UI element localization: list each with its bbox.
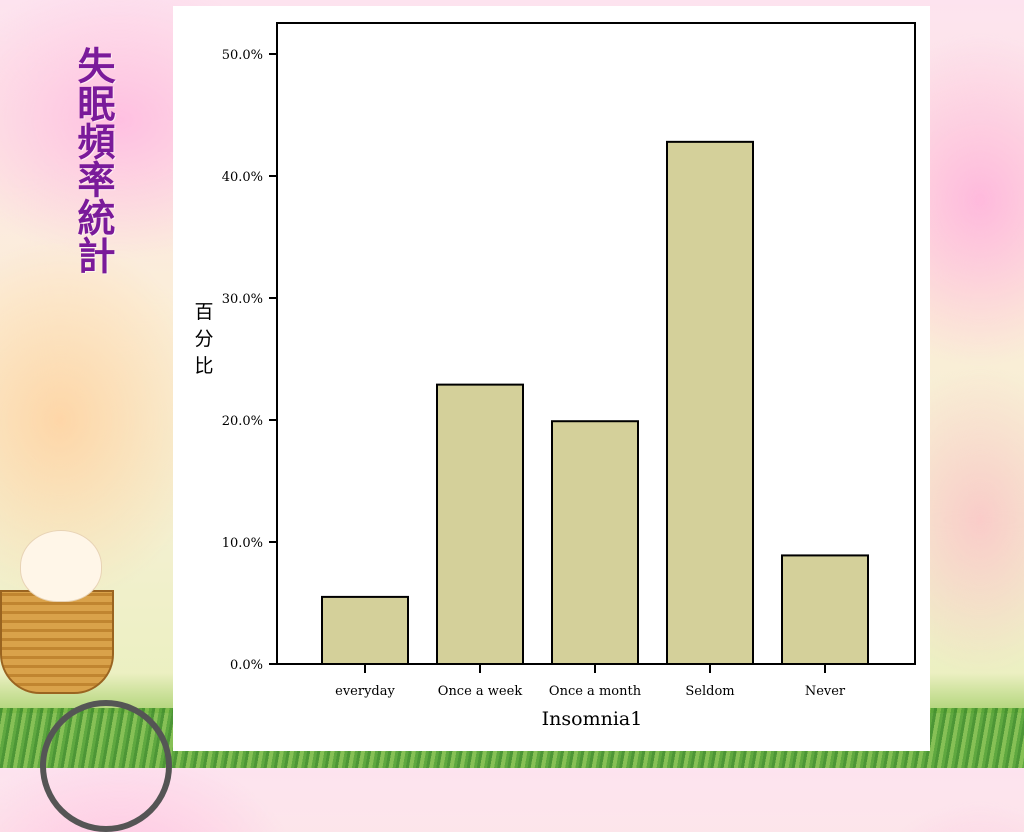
bar-seldom	[666, 140, 754, 665]
bar-never	[781, 554, 869, 665]
bear-decoration	[20, 530, 102, 602]
bar-everyday	[321, 595, 409, 666]
basket-decoration	[0, 590, 114, 694]
y-tick-label: 50.0%	[222, 48, 263, 63]
bar-chart: 0.0% 10.0% 20.0% 30.0% 40.0% 50.0% everyday On…	[194, 22, 916, 730]
y-tick-label: 20.0%	[222, 414, 263, 429]
x-axis-label: Insomnia1	[542, 708, 643, 730]
y-tick-label: 30.0%	[222, 292, 263, 307]
x-tick-label: everyday	[335, 684, 395, 699]
y-axis-label: 百分比	[194, 301, 213, 377]
chart-panel: 0.0% 10.0% 20.0% 30.0% 40.0% 50.0% everyday On…	[173, 6, 930, 751]
x-tick-label: Once a month	[549, 684, 642, 699]
x-axis: everyday Once a week Once a month Seldom Nev…	[335, 664, 846, 699]
x-tick-label: Seldom	[685, 684, 734, 699]
y-tick-label: 40.0%	[222, 170, 263, 185]
x-tick-label: Once a week	[438, 684, 523, 699]
y-axis: 0.0% 10.0% 20.0% 30.0% 40.0% 50.0%	[222, 48, 277, 673]
bar-once-a-month	[551, 420, 639, 665]
page-title: 失眠頻率統計	[71, 46, 115, 274]
bars-group	[321, 140, 869, 666]
bar-once-a-week	[436, 383, 524, 665]
bicycle-wheel-decoration	[40, 700, 172, 832]
y-tick-label: 10.0%	[222, 536, 263, 551]
x-tick-label: Never	[805, 684, 846, 699]
y-tick-label: 0.0%	[230, 658, 263, 673]
